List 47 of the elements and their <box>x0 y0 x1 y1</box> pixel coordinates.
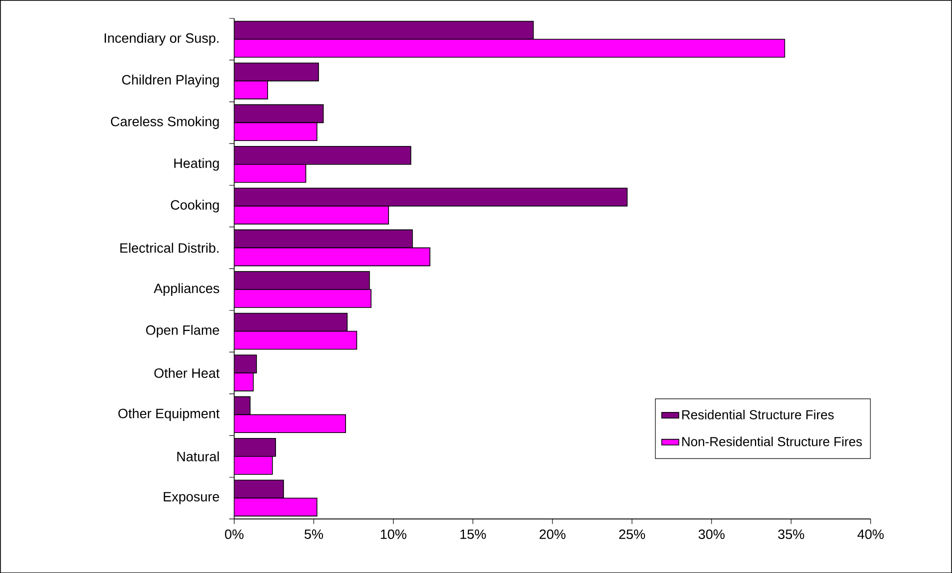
bar <box>234 354 257 374</box>
bar <box>234 312 348 332</box>
bar <box>234 372 254 392</box>
bar <box>234 288 372 308</box>
y-tick-label: Natural <box>177 451 219 462</box>
y-tick-label: Children Playing <box>122 74 219 88</box>
bar <box>234 206 389 224</box>
x-tick-label: 5% <box>304 529 324 539</box>
bar <box>234 438 276 457</box>
y-tick-label: Appliances <box>154 283 220 296</box>
y-tick-label: Cooking <box>170 200 219 212</box>
bar <box>234 20 534 40</box>
bar <box>234 80 268 100</box>
bar <box>234 456 273 475</box>
x-tick-label: 20% <box>540 529 566 539</box>
bar <box>234 104 324 123</box>
y-tick-label: Open Flame <box>146 324 220 338</box>
bar <box>234 330 358 350</box>
bar <box>234 38 786 58</box>
y-tick-label: Other Heat <box>154 368 220 378</box>
x-tick-label: 10% <box>380 529 406 539</box>
x-tick-label: 40% <box>857 529 884 539</box>
bar <box>234 146 412 165</box>
legend-label: Non-Residential Structure Fires <box>682 436 862 446</box>
y-tick-label: Other Equipment <box>118 408 220 421</box>
bar <box>234 396 251 415</box>
bar <box>234 498 318 516</box>
x-tick-label: 25% <box>619 529 646 539</box>
x-tick-label: 30% <box>698 529 725 539</box>
bar <box>234 270 370 290</box>
y-tick-label: Exposure <box>164 492 220 504</box>
bar <box>234 62 319 82</box>
bar <box>234 122 318 141</box>
y-tick-label: Careless Smoking <box>110 116 219 129</box>
bar <box>234 164 306 183</box>
x-tick-label: 35% <box>778 529 804 539</box>
bar <box>234 247 430 266</box>
x-tick-label: 15% <box>460 529 486 539</box>
y-tick-label: Incendiary or Susp. <box>104 32 218 46</box>
bar <box>234 229 413 248</box>
x-tick-label: 0% <box>224 529 244 539</box>
y-tick-label: Electrical Distrib. <box>120 242 218 253</box>
legend-label: Residential Structure Fires <box>682 410 834 420</box>
bar <box>234 188 628 206</box>
bar <box>234 414 346 433</box>
y-tick-label: Heating <box>174 158 219 171</box>
bar <box>234 480 284 498</box>
